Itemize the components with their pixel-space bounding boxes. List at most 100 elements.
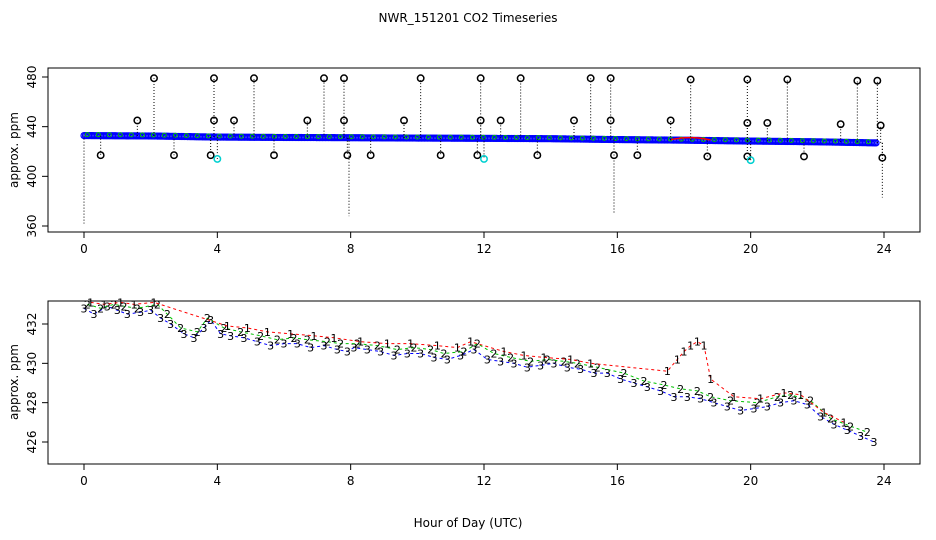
series-2-point: 2 <box>324 336 331 349</box>
baseline-green-point <box>315 134 321 140</box>
high_spikes-point <box>836 120 845 129</box>
high_spikes-point <box>586 74 595 83</box>
baseline-green-point <box>458 134 464 140</box>
series-2-point: 2 <box>354 338 361 351</box>
series-3-point: 3 <box>791 395 798 408</box>
low_spikes-point <box>206 151 215 160</box>
series-1-point: 1 <box>587 357 594 370</box>
baseline-green-point <box>788 138 794 144</box>
baseline-green-point <box>447 134 453 140</box>
series-1-point: 1 <box>797 389 804 402</box>
baseline-green-point <box>271 133 277 139</box>
series-3-point: 3 <box>267 340 274 353</box>
series-1-point: 1 <box>311 330 318 343</box>
series-3-point: 3 <box>227 330 234 343</box>
high_spikes-point <box>570 116 578 125</box>
series-1-point: 1 <box>407 338 414 351</box>
series-1-point: 1 <box>821 407 828 420</box>
high_spikes-point <box>876 121 885 130</box>
series-3-point: 3 <box>684 391 691 404</box>
baseline-green-point <box>205 133 211 139</box>
baseline-green-point <box>843 138 849 144</box>
y-tick-label: 360 <box>25 215 39 238</box>
series-2-point: 2 <box>291 332 298 345</box>
y-tick-label: 400 <box>25 165 39 188</box>
series-1-point: 1 <box>224 320 231 333</box>
high_spikes-point <box>416 74 425 83</box>
series-2-point: 2 <box>574 357 581 370</box>
baseline-green-point <box>293 134 299 140</box>
series-1-point: 1 <box>674 353 681 366</box>
baseline-green-point <box>128 132 134 138</box>
series-1-point: 1 <box>384 338 391 351</box>
high_spikes-point <box>516 74 525 83</box>
series-2-point: 2 <box>154 298 161 311</box>
high_spikes-point <box>340 74 348 83</box>
series-2-point: 2 <box>164 308 171 321</box>
series-3-point: 3 <box>471 344 478 357</box>
series-2-point: 2 <box>427 344 434 357</box>
series-2-point: 2 <box>474 338 481 351</box>
baseline-green-point <box>381 134 387 140</box>
series-2-point: 2 <box>727 395 734 408</box>
series-3-point: 3 <box>321 340 328 353</box>
series-3-point: 3 <box>377 346 384 359</box>
top-panel: approx. ppm 0 4 8 12 16 20 24 360 400 440 480 <box>7 66 921 256</box>
baseline-green-point <box>568 135 574 141</box>
baseline-green-point <box>678 136 684 142</box>
series-3-point: 3 <box>871 436 878 449</box>
red-bump-line <box>670 136 711 141</box>
baseline-green-point <box>161 132 167 138</box>
series-3-point: 3 <box>671 391 678 404</box>
baseline-green-point <box>711 137 717 143</box>
low_spikes-point <box>533 151 542 160</box>
series-2-point: 2 <box>204 312 211 325</box>
series-3-point: 3 <box>81 302 88 315</box>
low_spikes-point <box>800 152 808 161</box>
series-3-point: 3 <box>737 405 744 418</box>
high_spikes-point <box>666 116 675 125</box>
series-1-point: 1 <box>101 298 108 311</box>
series-1-point: 1 <box>151 296 158 309</box>
x-tick-label: 16 <box>610 474 625 488</box>
x-tick-label: 0 <box>80 474 88 488</box>
series-2-point: 2 <box>374 340 381 353</box>
baseline-green-point <box>326 134 332 140</box>
top-y-axis-label: approx. ppm <box>7 112 21 188</box>
baseline-green-point <box>656 136 662 142</box>
cyan_points-point <box>213 155 222 163</box>
baseline-green-point <box>535 135 541 141</box>
series-1-point: 1 <box>731 391 738 404</box>
series-3-point: 3 <box>404 348 411 361</box>
series-2-point: 2 <box>441 348 448 361</box>
series-3-point: 3 <box>191 332 198 345</box>
baseline-green-point <box>546 135 552 141</box>
series-2-point: 2 <box>111 298 118 311</box>
baseline-green-point <box>392 134 398 140</box>
series-3-point: 3 <box>391 349 398 362</box>
x-tick-label: 4 <box>214 242 222 256</box>
low_spikes-point <box>473 151 482 160</box>
x-tick-label: 12 <box>476 242 491 256</box>
series-1-point: 1 <box>757 393 764 406</box>
baseline-green-point <box>491 134 497 140</box>
series-1-point: 1 <box>357 336 364 349</box>
cyan_points-point <box>480 155 488 163</box>
high_spikes-point <box>606 74 615 83</box>
high_spikes-point <box>853 76 862 85</box>
high_spikes-point <box>400 116 408 125</box>
low_spikes-point <box>343 151 352 160</box>
high_spikes-point <box>230 116 238 125</box>
high_spikes-point <box>476 116 485 125</box>
low_spikes-point <box>878 153 887 162</box>
series-2-point: 2 <box>221 322 228 335</box>
series-3-point: 3 <box>457 349 464 362</box>
cyan_points-point <box>746 156 755 165</box>
series-2-point: 2 <box>194 326 201 339</box>
series-3-point: 3 <box>537 359 544 372</box>
series-1-point: 1 <box>87 296 94 309</box>
series-1-point: 1 <box>841 416 848 429</box>
high_spikes-point <box>210 116 218 125</box>
baseline-green-point <box>150 132 156 138</box>
